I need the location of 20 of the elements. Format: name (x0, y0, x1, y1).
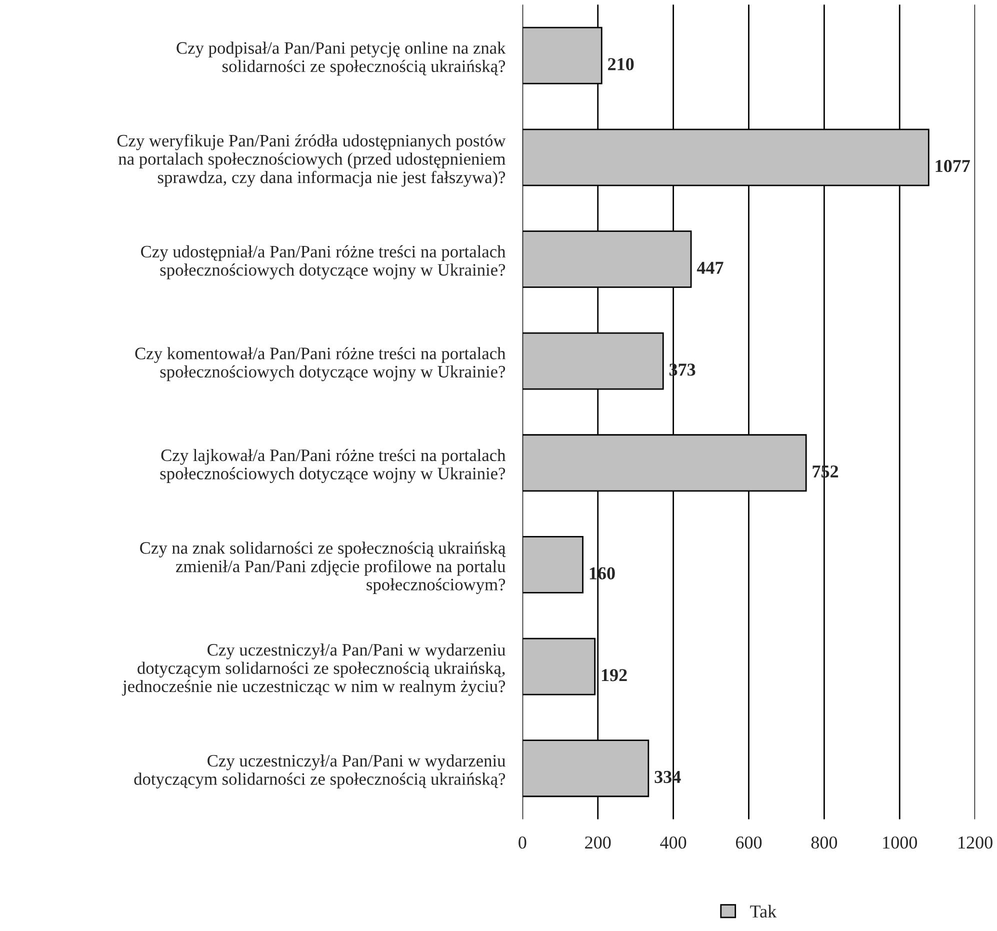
y-tick-label: Czy na znak solidarności ze społecznością ukraińską zmienił/a Pan/Pani zdjęcie profilowe na portalu społecznościowym? (140, 542, 506, 594)
y-tick-label: Czy weryfikuje Pan/Pani źródła udostępnianych postów na portalach społecznościowych (przed udostępnieniem sprawdza, czy dana informacja nie jest fałszywa)? (117, 134, 506, 187)
y-tick-label: Czy lajkował/a Pan/Pani różne treści na portalach społecznościowych dotyczące wojny w Ukrainie? (160, 448, 506, 483)
x-tick-label: 200 (585, 836, 611, 849)
y-tick-label: Czy komentował/a Pan/Pani różne treści na portalach społecznościowych dotyczące wojny w Ukrainie? (135, 347, 506, 382)
x-tick-label: 600 (736, 836, 762, 849)
y-tick-label: Czy podpisał/a Pan/Pani petycję online na znak solidarności ze społecznością ukraińską? (176, 42, 506, 76)
y-tick-label: Czy udostępniał/a Pan/Pani różne treści na portalach społecznościowych dotyczące wojny w Ukrainie? (141, 245, 506, 280)
data-label: 1077 (936, 160, 970, 172)
x-tick-label: 1200 (958, 836, 992, 849)
legend-label: Tak (750, 904, 777, 918)
x-tick-label: 400 (660, 836, 686, 849)
x-tick-label: 800 (811, 836, 838, 849)
data-label: 447 (696, 262, 724, 274)
x-tick-label: 0 (518, 836, 526, 849)
data-label: 192 (602, 669, 627, 682)
x-tick-label: 1000 (883, 836, 917, 849)
data-label: 210 (608, 58, 634, 70)
y-tick-label: Czy uczestniczył/a Pan/Pani w wydarzeniu dotyczącym solidarności ze społecznością ukraińską, jednocześnie nie uczestnicząc w nim w realnym życiu? (122, 643, 506, 696)
y-tick-label: Czy uczestniczył/a Pan/Pani w wydarzeniu dotyczącym solidarności ze społecznością ukraińską? (134, 754, 506, 788)
